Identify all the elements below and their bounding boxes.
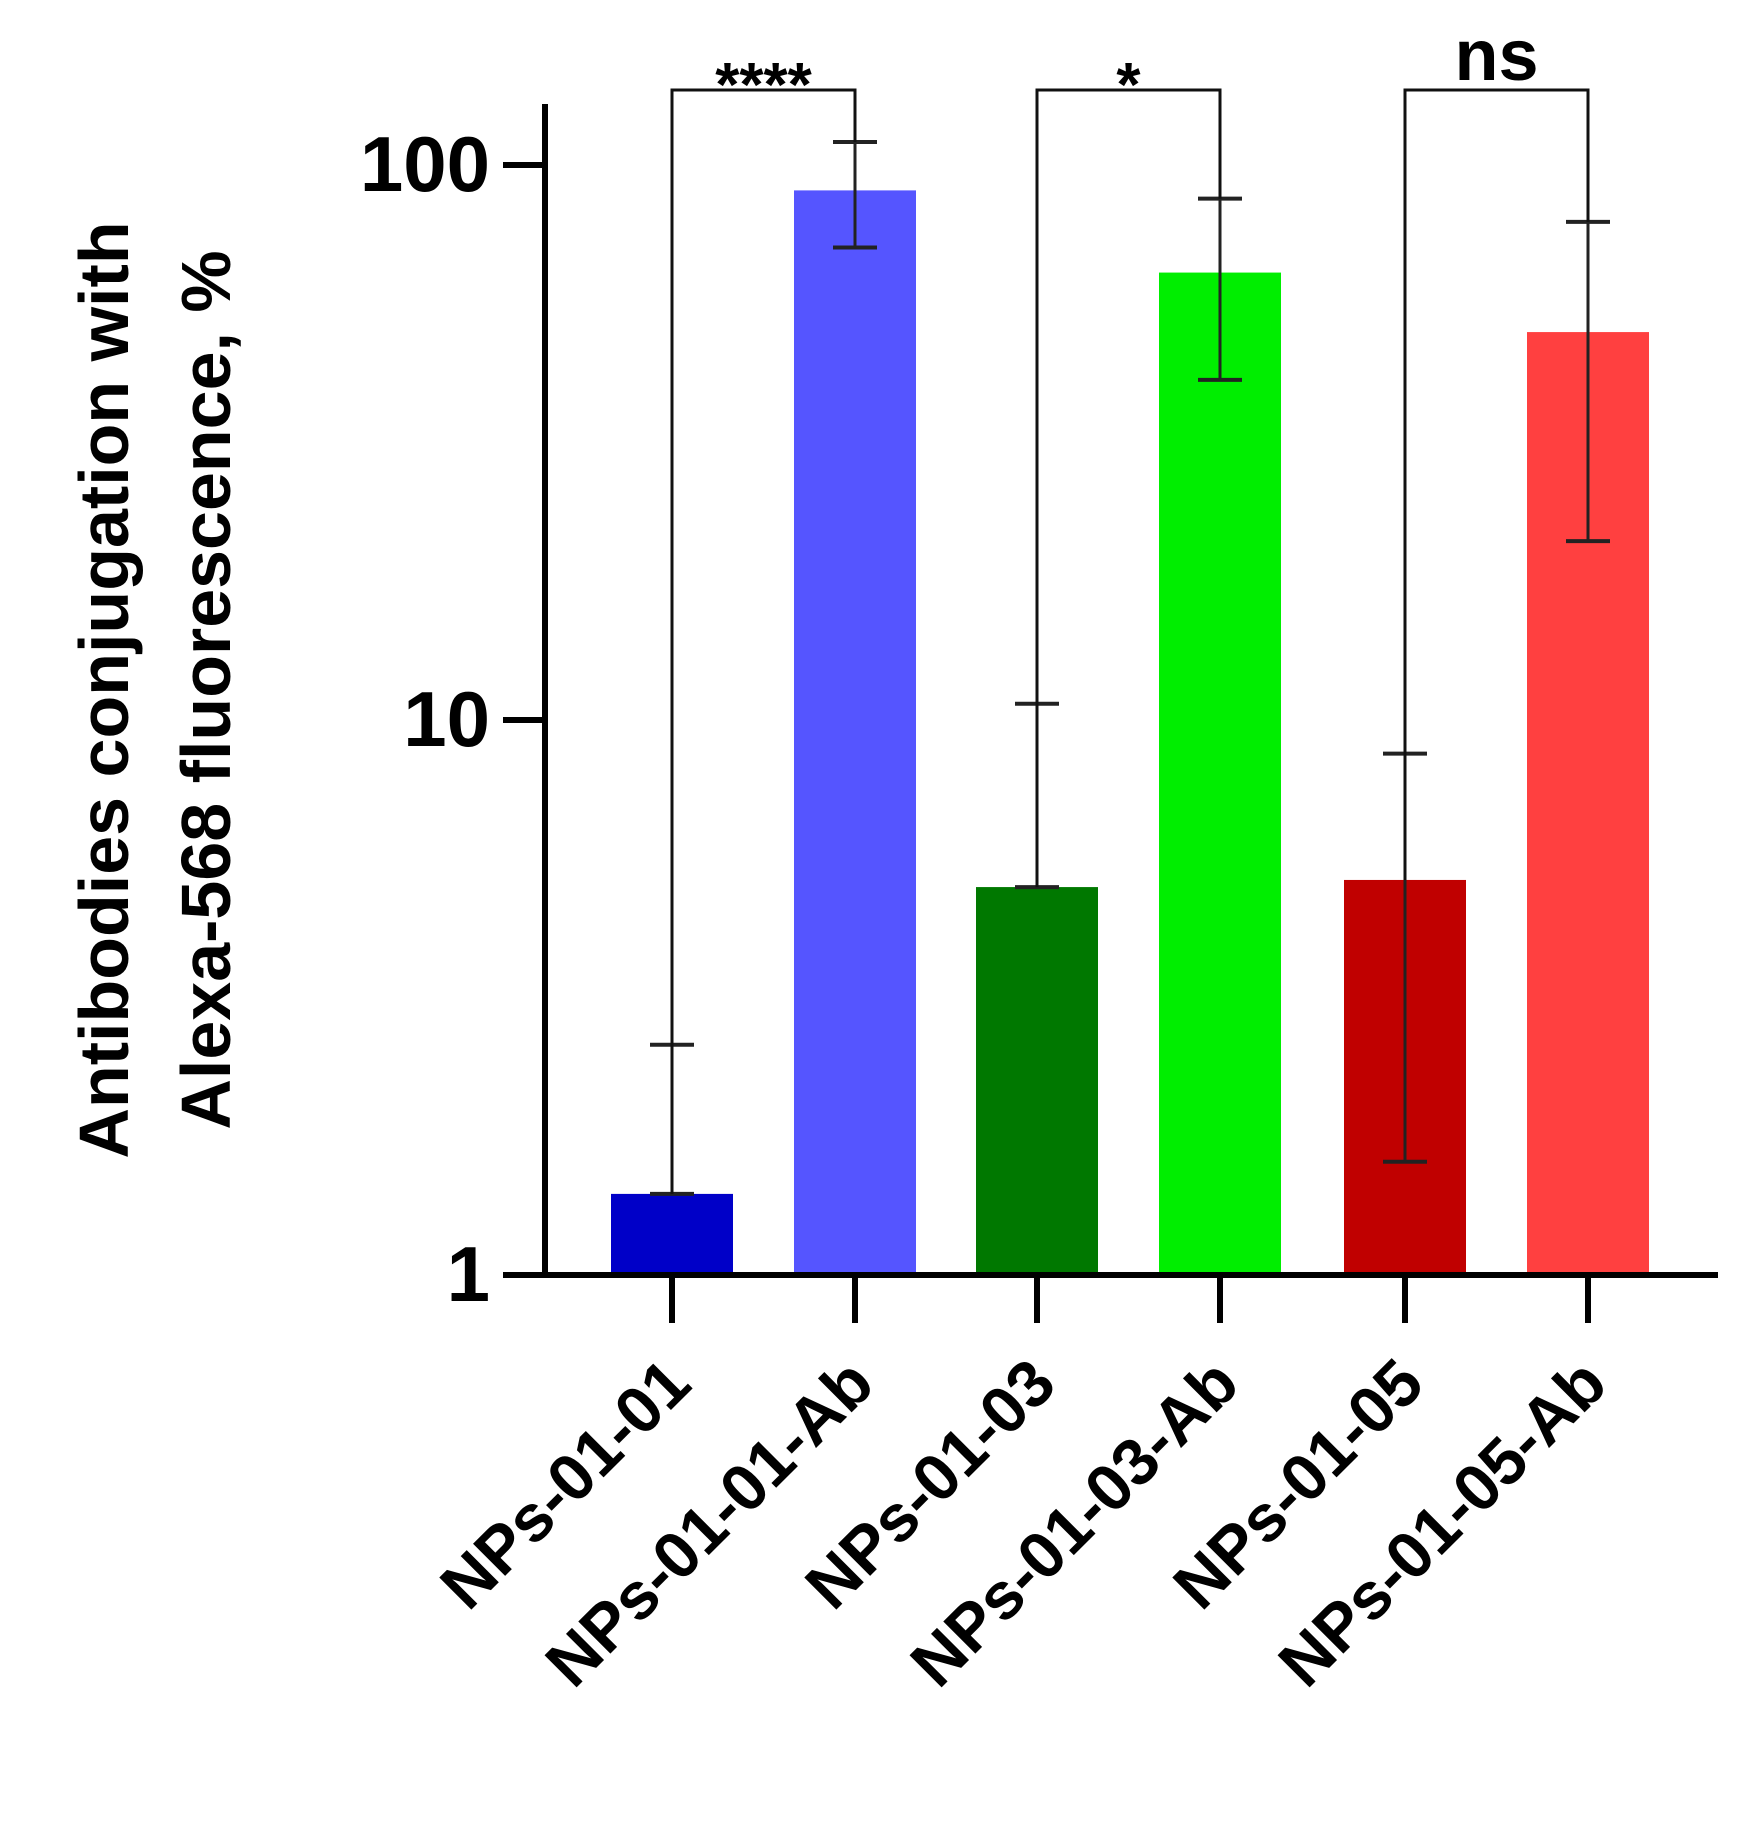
significance-bracket-3 [1403,88,1590,880]
significance-bracket-2 [1035,88,1222,888]
y-axis-title-line1: Antibodies conjugation with [65,221,143,1158]
significance-bracket-1 [670,88,857,1194]
bar-3 [976,887,1098,1275]
bar-2 [794,190,916,1276]
x-tick-label-2: NPs-01-01-Ab [531,1345,887,1701]
y-axis-title: Antibodies conjugation with Alexa-568 fl… [65,221,245,1158]
x-tick-label-6: NPs-01-05-Ab [1264,1345,1620,1701]
y-tick-label-3: 100 [360,120,490,208]
y-axis-title-line2: Alexa-568 fluorescence, % [167,250,245,1129]
significance-label-3: ns [1454,16,1538,96]
bar-4 [1159,272,1281,1275]
plot-area: 110100NPs-01-01NPs-01-01-AbNPs-01-03NPs-… [360,16,1718,1700]
significance-label-2: * [1116,51,1141,120]
y-tick-label-1: 1 [447,1230,490,1318]
bar-1 [611,1193,733,1275]
significance-label-1: **** [715,51,812,120]
x-tick-label-4: NPs-01-03-Ab [896,1345,1252,1701]
y-tick-label-2: 10 [403,675,490,763]
